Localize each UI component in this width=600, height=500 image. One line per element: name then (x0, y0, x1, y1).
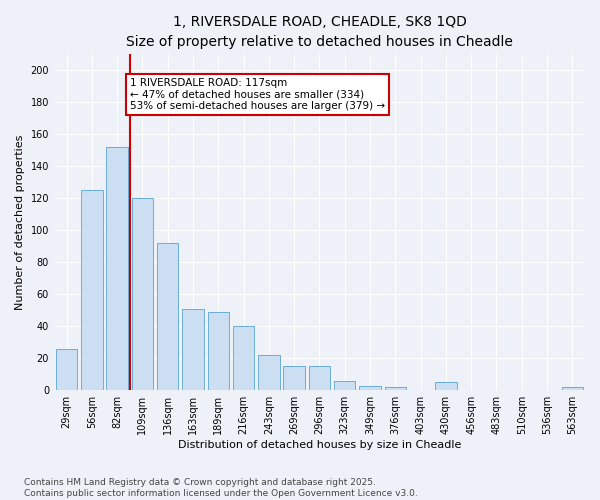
Y-axis label: Number of detached properties: Number of detached properties (15, 134, 25, 310)
Bar (131, 198, 153, 390)
Bar (334, 380, 355, 390)
Bar (359, 386, 381, 390)
Bar (157, 243, 178, 390)
Bar (106, 147, 128, 390)
Bar (562, 387, 583, 390)
Bar (208, 312, 229, 390)
Title: 1, RIVERSDALE ROAD, CHEADLE, SK8 1QD
Size of property relative to detached house: 1, RIVERSDALE ROAD, CHEADLE, SK8 1QD Siz… (126, 15, 513, 48)
Bar (56, 348, 77, 391)
X-axis label: Distribution of detached houses by size in Cheadle: Distribution of detached houses by size … (178, 440, 461, 450)
Text: Contains HM Land Registry data © Crown copyright and database right 2025.
Contai: Contains HM Land Registry data © Crown c… (24, 478, 418, 498)
Bar (182, 308, 204, 390)
Bar (233, 326, 254, 390)
Bar (258, 355, 280, 390)
Bar (385, 387, 406, 390)
Bar (283, 366, 305, 390)
Text: 1 RIVERSDALE ROAD: 117sqm
← 47% of detached houses are smaller (334)
53% of semi: 1 RIVERSDALE ROAD: 117sqm ← 47% of detac… (130, 78, 385, 111)
Bar (81, 190, 103, 390)
Bar (309, 366, 330, 390)
Bar (435, 382, 457, 390)
